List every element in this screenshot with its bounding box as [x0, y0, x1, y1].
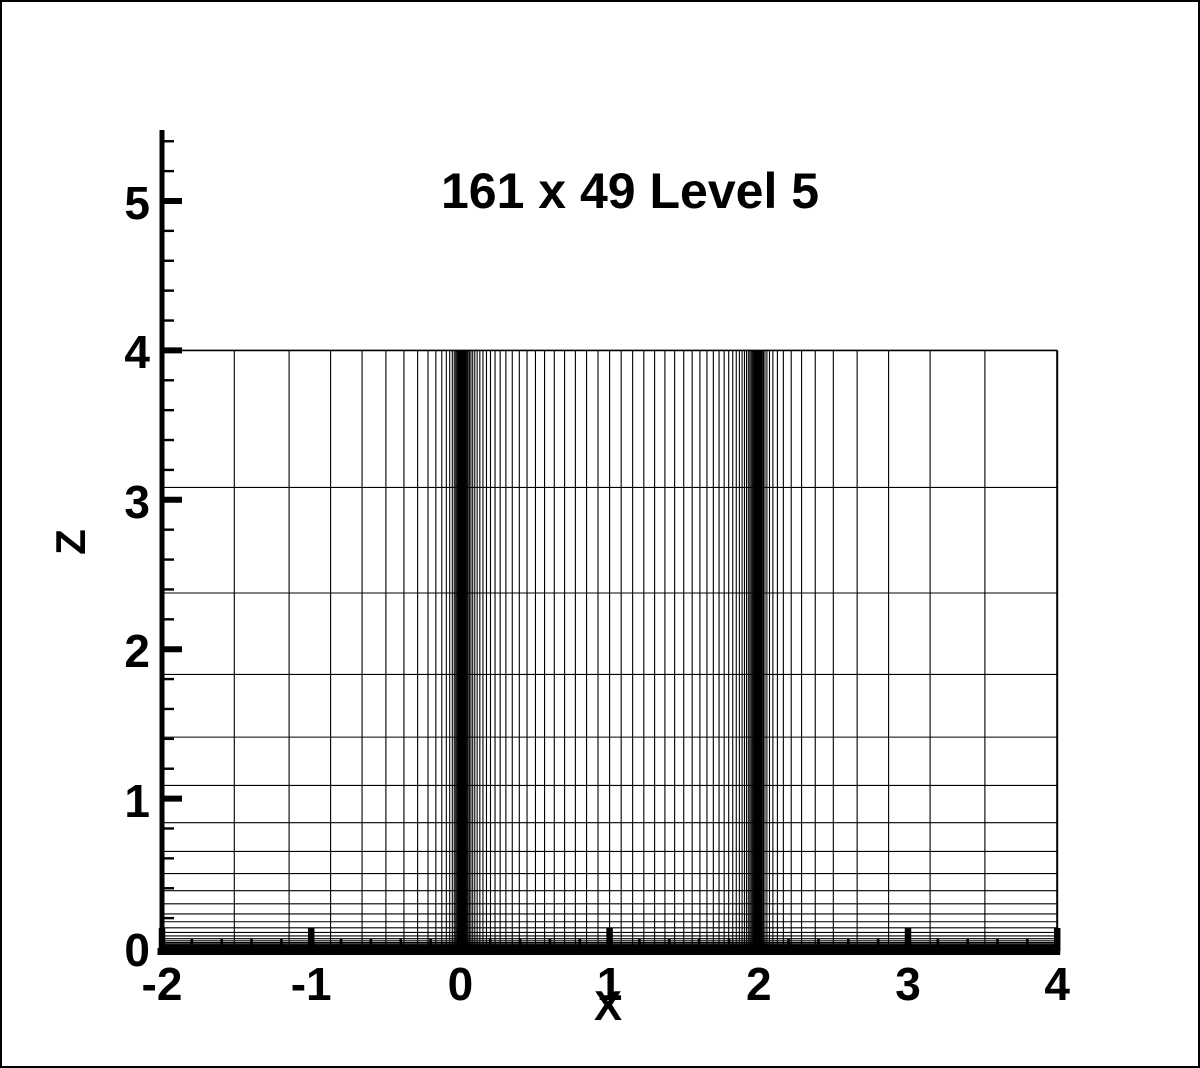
- z-tick-label: 0: [124, 924, 150, 976]
- z-tick-label: 3: [124, 475, 150, 528]
- z-tick-label: 2: [124, 625, 150, 678]
- x-tick-label: 4: [1044, 958, 1070, 1010]
- x-tick-label: 3: [895, 958, 921, 1010]
- axes: [157, 130, 1061, 955]
- mesh-grid: [161, 349, 1059, 949]
- x-tick-label: -1: [290, 958, 332, 1010]
- z-tick-label: 1: [124, 774, 150, 827]
- x-tick-label: 2: [746, 958, 772, 1010]
- plot-title: 161 x 49 Level 5: [440, 163, 820, 219]
- z-tick-label: 5: [124, 177, 150, 229]
- x-tick-label: 0: [447, 958, 474, 1010]
- x-tick-label: 1: [596, 958, 623, 1010]
- z-tick-label: 4: [124, 326, 150, 379]
- axis-ticks: [158, 140, 1061, 951]
- x-axis-label: X: [593, 982, 623, 1029]
- x-tick-label: -2: [141, 958, 183, 1010]
- z-axis-label: Z: [47, 529, 94, 555]
